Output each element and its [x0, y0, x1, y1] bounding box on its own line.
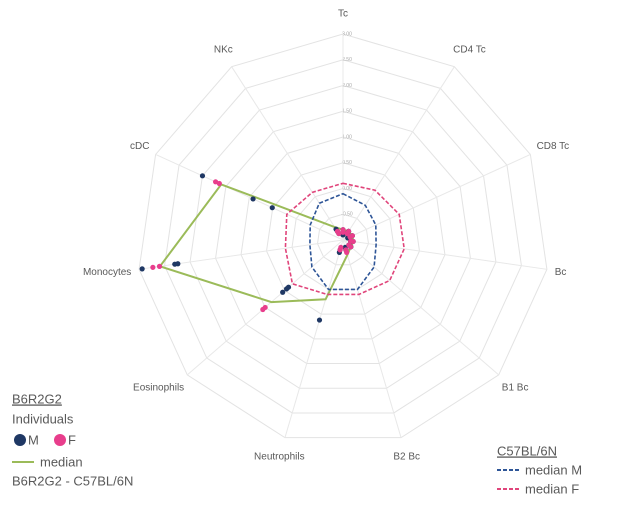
axis-label: Neutrophils [254, 451, 305, 462]
individual-point [349, 233, 355, 239]
axis-label: B2 Bc [393, 451, 420, 462]
grid-ring [215, 110, 471, 365]
axis-label: cDC [130, 141, 149, 152]
legend-sublabel: B6R2G2 - C57BL/6N [12, 473, 133, 488]
spoke [342, 153, 531, 241]
r-tick-label: 0.00 [342, 186, 352, 192]
r-tick-label: 0.50 [342, 160, 352, 166]
spoke [155, 153, 344, 241]
legend-marker [14, 434, 26, 446]
r-tick-label: 2.50 [342, 57, 352, 63]
individual-point [343, 247, 349, 253]
individual-point [348, 244, 354, 250]
individual-point [340, 229, 346, 235]
individual-point [336, 230, 342, 237]
legend-marker [54, 434, 66, 446]
series-line [284, 182, 406, 296]
axis-label: CD8 Tc [537, 141, 570, 152]
spoke [231, 66, 344, 241]
spoke [342, 239, 402, 438]
individual-point [199, 173, 206, 179]
legend-label: median F [525, 481, 579, 496]
r-tick-label: 1.50 [342, 109, 352, 115]
legend-reference-title: C57BL/6N [497, 443, 557, 458]
axis-label: CD4 Tc [453, 45, 486, 56]
axis-label: Bc [555, 267, 567, 278]
spoke [342, 239, 500, 376]
grid-ring [266, 162, 420, 315]
axis-label: NKc [214, 45, 233, 56]
spoke [342, 239, 547, 270]
individual-point [280, 289, 286, 295]
grid-ring [291, 187, 395, 290]
individual-point [316, 317, 323, 323]
grid-ring [189, 84, 497, 389]
spoke [342, 66, 455, 241]
legend-label: median [40, 454, 83, 469]
legend-subtitle: Individuals [12, 411, 74, 426]
r-tick-label: 3.00 [342, 31, 352, 37]
r-tick-label: 2.00 [342, 83, 352, 89]
individual-point [269, 205, 275, 211]
axis-label: Eosinophils [133, 383, 184, 394]
individual-point [285, 284, 292, 290]
individual-point [216, 180, 222, 187]
legend-group-title: B6R2G2 [12, 391, 62, 406]
axis-label: Tc [338, 9, 348, 20]
r-tick-label: -0.50 [341, 212, 353, 218]
axis-label: B1 Bc [502, 383, 529, 394]
grid-ring [164, 59, 522, 414]
legend-label: median M [525, 462, 582, 477]
spoke [284, 239, 344, 438]
individual-point [175, 261, 181, 267]
individual-point [156, 263, 163, 269]
series-line [309, 192, 377, 291]
individual-point [262, 304, 268, 311]
individual-point [338, 244, 344, 251]
individual-point [139, 266, 145, 272]
legend-label: F [68, 432, 76, 447]
individual-point [348, 238, 354, 244]
individual-point [250, 196, 256, 202]
individual-point [150, 264, 156, 270]
axis-label: Monocytes [83, 267, 131, 278]
r-tick-label: 1.00 [342, 134, 352, 140]
grid-ring [138, 33, 548, 439]
individual-point [345, 228, 352, 234]
legend-label: M [28, 432, 39, 447]
grid-ring [240, 136, 446, 340]
